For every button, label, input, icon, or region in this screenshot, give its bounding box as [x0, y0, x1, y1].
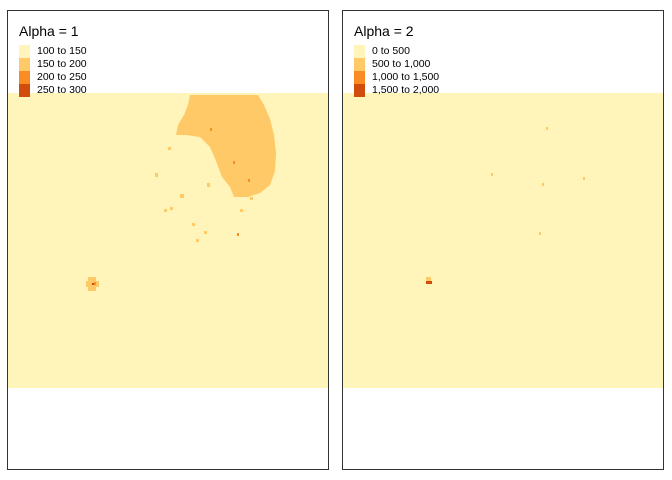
- legend-label: 0 to 500: [372, 45, 410, 57]
- legend-label: 500 to 1,000: [372, 58, 431, 70]
- legend-swatch: [19, 71, 30, 84]
- legend-title: Alpha = 1: [19, 23, 79, 39]
- legend-item: 250 to 300: [19, 84, 87, 97]
- raster-peak-cell: [426, 281, 432, 284]
- legend: Alpha = 2 0 to 500 500 to 1,000 1,000 to…: [354, 23, 439, 97]
- legend-item: 150 to 200: [19, 58, 87, 71]
- legend-item: 0 to 500: [354, 45, 439, 58]
- legend-item: 100 to 150: [19, 45, 87, 58]
- map-panel-alpha-2: Alpha = 2 0 to 500 500 to 1,000 1,000 to…: [342, 10, 664, 470]
- legend-swatch: [354, 58, 365, 71]
- raster-background: [343, 93, 663, 388]
- raster-map: [8, 93, 328, 388]
- raster-hotspot-region: [176, 95, 276, 197]
- raster-background: [8, 93, 328, 388]
- legend-swatch: [354, 84, 365, 97]
- raster-peak-cell: [92, 283, 94, 285]
- legend-label: 1,000 to 1,500: [372, 71, 440, 83]
- legend-item: 1,000 to 1,500: [354, 71, 439, 84]
- legend-title: Alpha = 2: [354, 23, 414, 39]
- legend-swatch: [354, 71, 365, 84]
- legend-item: 1,500 to 2,000: [354, 84, 439, 97]
- legend-swatch: [354, 45, 365, 58]
- legend-label: 150 to 200: [37, 58, 87, 70]
- raster-speckles: [426, 127, 585, 282]
- legend: Alpha = 1 100 to 150 150 to 200 200 to 2…: [19, 23, 87, 97]
- legend-label: 1,500 to 2,000: [372, 84, 440, 96]
- legend-item: 200 to 250: [19, 71, 87, 84]
- legend-swatch: [19, 45, 30, 58]
- legend-swatch: [19, 84, 30, 97]
- legend-swatch: [19, 58, 30, 71]
- legend-label: 250 to 300: [37, 84, 87, 96]
- raster-map: [343, 93, 663, 388]
- legend-label: 200 to 250: [37, 71, 87, 83]
- raster-high-cells: [94, 128, 250, 285]
- legend-item: 500 to 1,000: [354, 58, 439, 71]
- legend-label: 100 to 150: [37, 45, 87, 57]
- map-panel-alpha-1: Alpha = 1 100 to 150 150 to 200 200 to 2…: [7, 10, 329, 470]
